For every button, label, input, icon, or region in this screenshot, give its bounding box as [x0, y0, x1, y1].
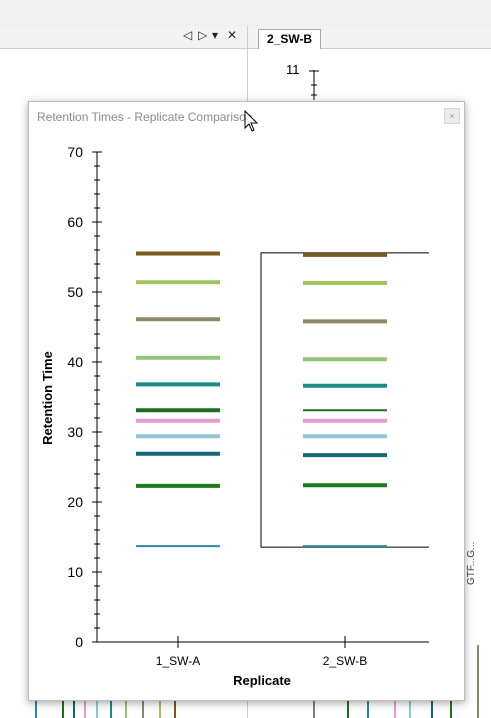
pane-close-icon[interactable]: ✕ — [227, 28, 238, 42]
window-close-button[interactable]: × — [444, 108, 460, 124]
x-axis: 1_SW-A 2_SW-B — [97, 636, 429, 668]
y-axis-label: Retention Time — [40, 351, 55, 445]
y-tick-label: 60 — [67, 214, 83, 230]
y-tick-label: 50 — [67, 284, 83, 300]
x-axis-label: Replicate — [233, 673, 291, 688]
y-tick-label: 40 — [67, 354, 83, 370]
background-side-label: GTF...G... — [466, 541, 477, 585]
background-axis-value: 11 — [286, 62, 300, 77]
y-tick-label: 70 — [67, 144, 83, 160]
retention-marks[interactable] — [136, 251, 387, 548]
y-tick-label: 20 — [67, 494, 83, 510]
window-title[interactable]: Retention Times - Replicate Comparison — [37, 110, 253, 124]
selected-replicate-box — [260, 252, 429, 548]
x-tick-label: 2_SW-B — [323, 654, 367, 668]
y-tick-label: 10 — [67, 564, 83, 580]
pane-next-icon[interactable]: ▷ — [198, 28, 208, 42]
mouse-cursor-icon — [244, 110, 259, 132]
left-pane-header — [0, 26, 247, 49]
y-axis: 0 10 20 30 40 50 60 70 — [67, 144, 102, 650]
y-tick-label: 30 — [67, 424, 83, 440]
retention-times-window[interactable]: Retention Times - Replicate Comparison ×… — [28, 101, 465, 701]
x-tick-label: 1_SW-A — [156, 654, 200, 668]
background-peak-lines — [35, 700, 452, 718]
retention-time-chart[interactable]: 0 10 20 30 40 50 60 70 1_SW-A 2_SW-B Retention T… — [29, 102, 464, 700]
pane-prev-icon[interactable]: ◁ — [183, 28, 193, 42]
tab-2-sw-b[interactable]: 2_SW-B — [258, 29, 322, 49]
pane-menu-icon[interactable]: ▾ — [212, 28, 219, 42]
y-tick-label: 0 — [75, 634, 83, 650]
selection-box — [260, 252, 429, 548]
